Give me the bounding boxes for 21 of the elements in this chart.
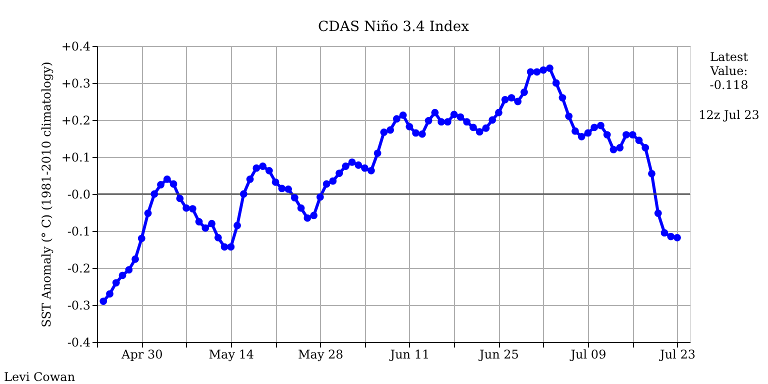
y-tick-label: +0.2 [61,114,90,128]
text: Latest Value: -0.118 [709,50,748,92]
y-tick-label: -0.0 [67,188,90,202]
y-tick-label: -0.2 [67,262,90,276]
y-tick-label: -0.1 [67,224,90,238]
y-tick-label: +0.3 [61,76,90,90]
y-tick-label: +0.4 [61,40,91,54]
y-tick-label: +0.1 [61,150,90,164]
chart-title: CDAS Niño 3.4 Index [318,19,470,35]
x-tick-label: May 28 [298,348,344,362]
x-tick-label: Apr 30 [120,348,163,362]
text: 12z Jul 23 [698,108,760,122]
x-tick-label: May 14 [208,348,254,362]
text: Levi Cowan [4,370,76,384]
x-tick-label: Jul 23 [658,348,696,362]
y-tick-label: -0.4 [67,336,91,350]
y-axis-title: SST Anomaly (° C) (1981-2010 climatology) [39,62,54,328]
x-tick-label: Jun 11 [388,348,430,362]
x-tick-label: Jun 25 [478,348,519,362]
y-tick-label: -0.3 [67,298,90,312]
x-tick-label: Jul 09 [568,348,606,362]
